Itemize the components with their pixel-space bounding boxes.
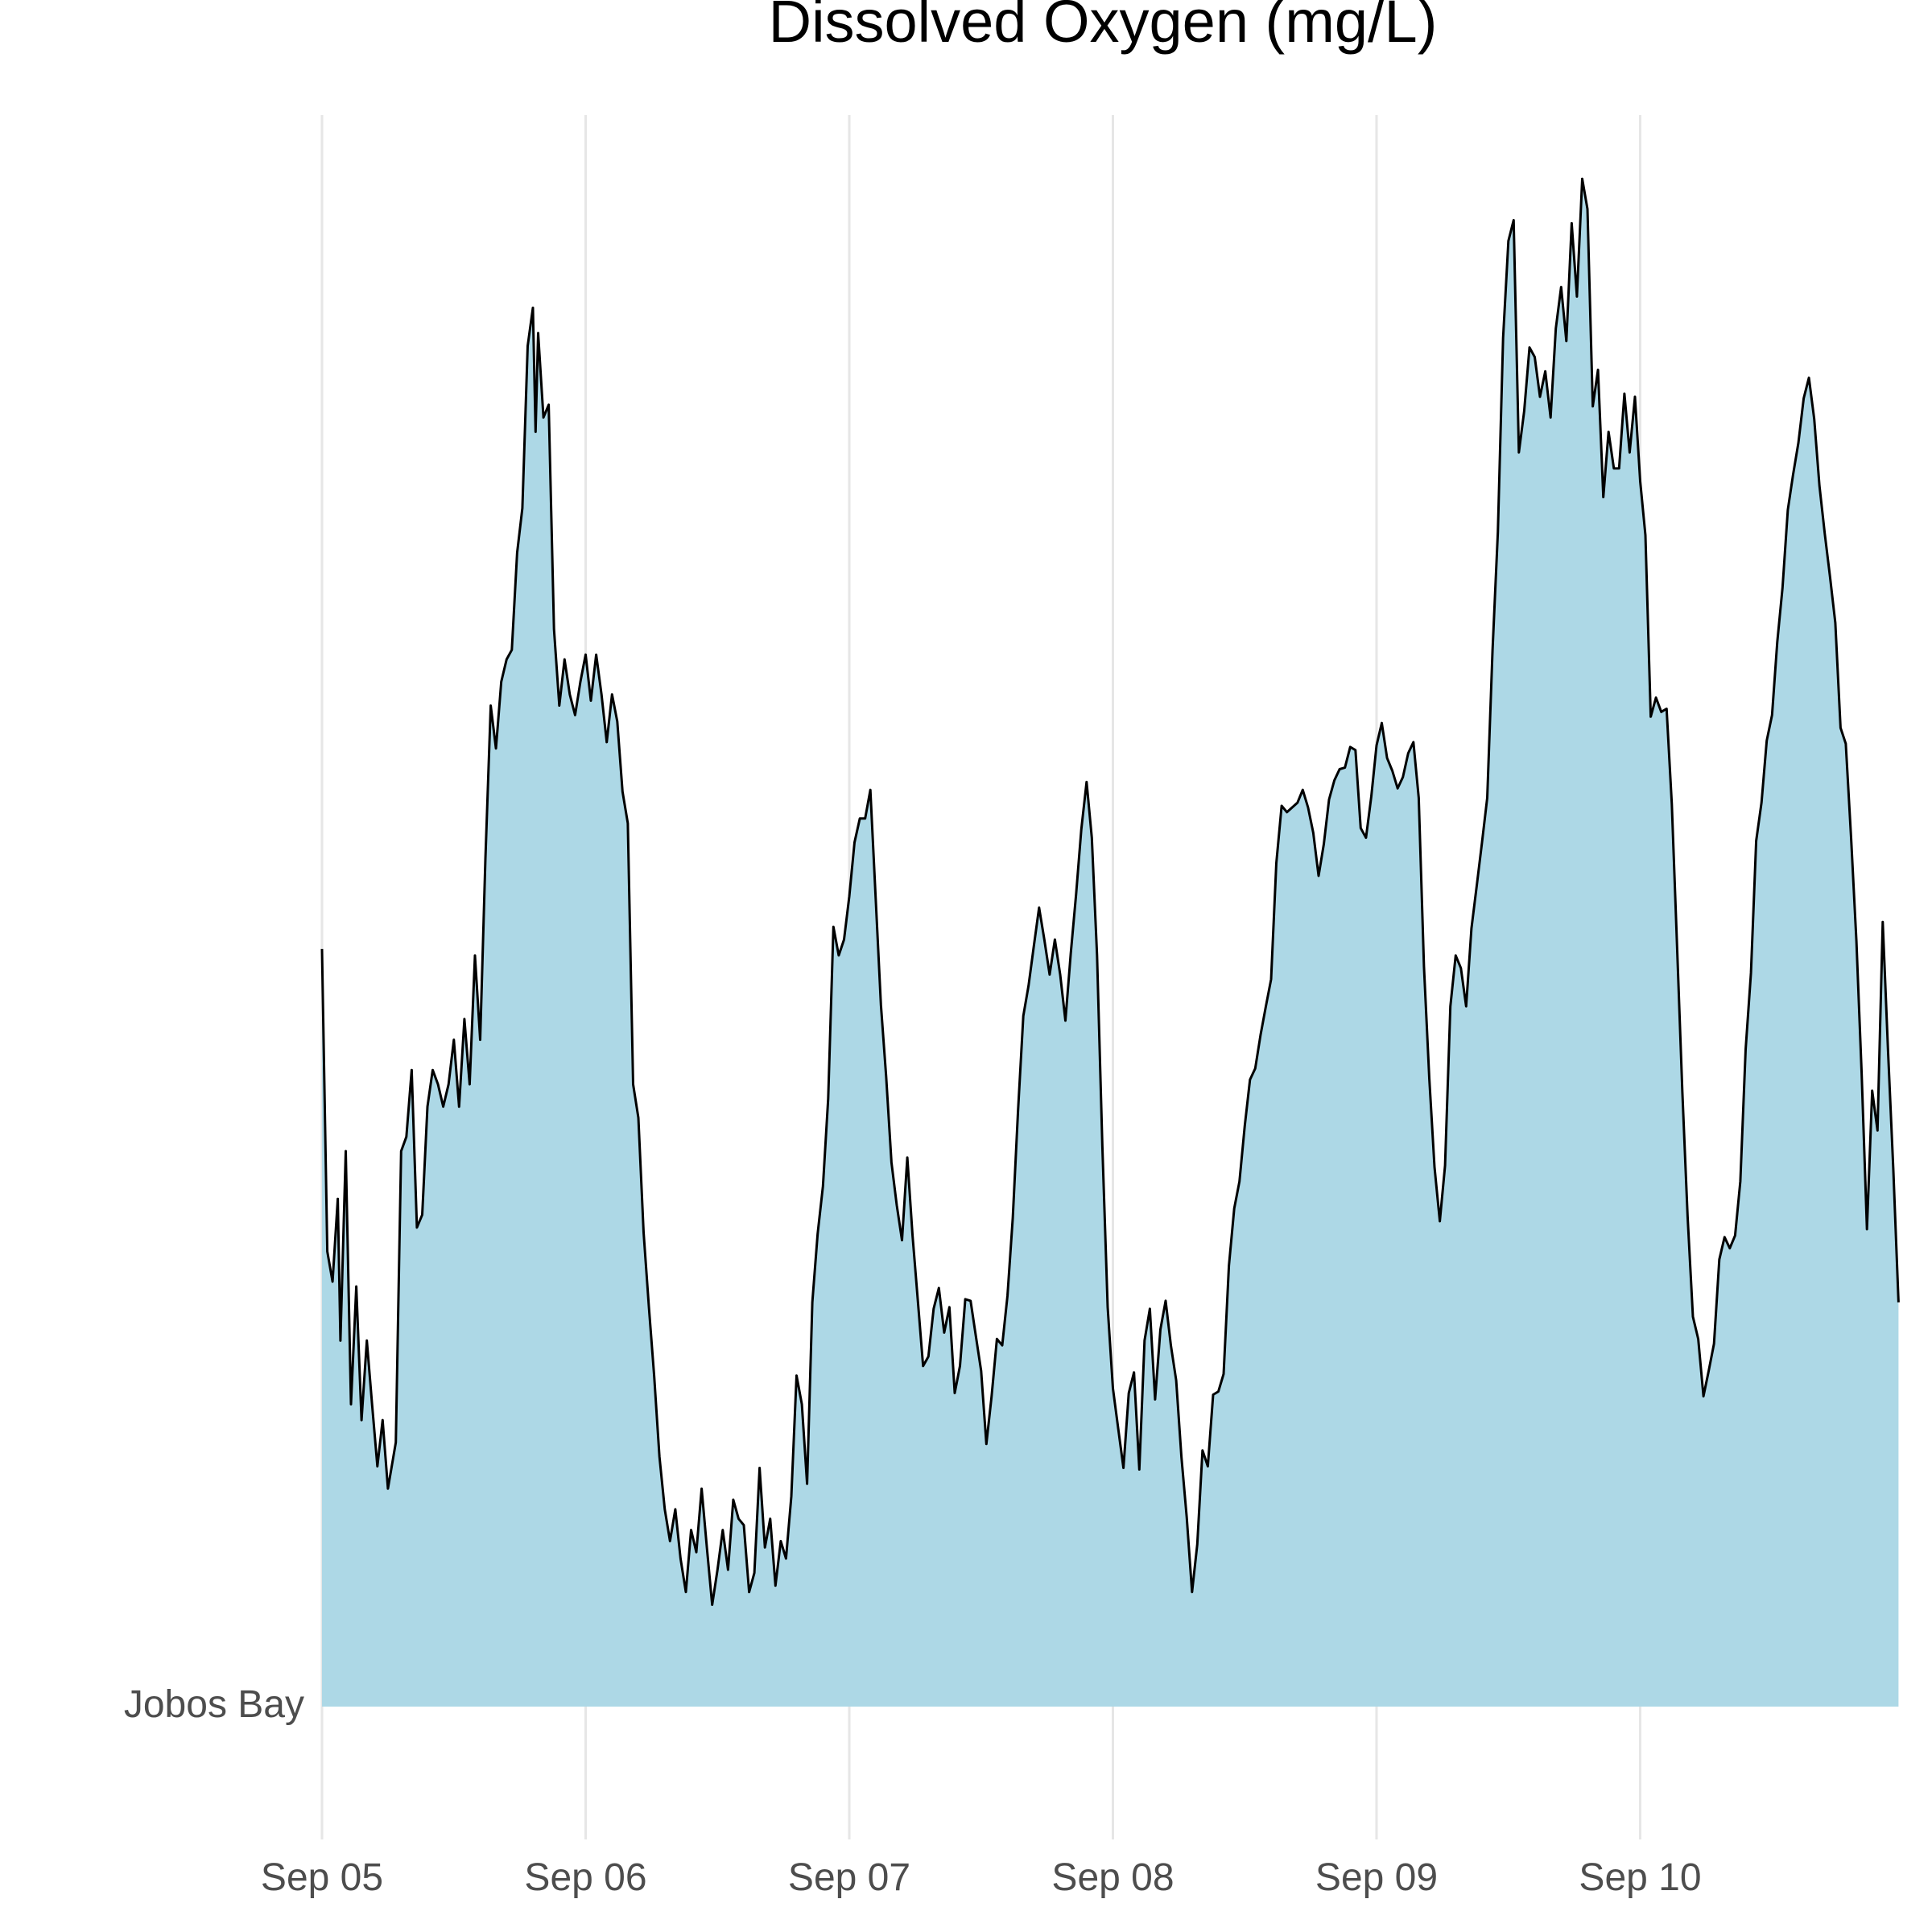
chart-title: Dissolved Oxygen (mg/L)	[769, 0, 1438, 55]
x-tick-label-0: Sep 05	[261, 1856, 383, 1899]
x-tick-label-4: Sep 09	[1315, 1856, 1438, 1899]
x-tick-label-1: Sep 06	[524, 1856, 646, 1899]
x-tick-label-2: Sep 07	[788, 1856, 910, 1899]
x-tick-label-5: Sep 10	[1579, 1856, 1701, 1899]
x-axis-tick-labels: Sep 05 Sep 06 Sep 07 Sep 08 Sep 09 Sep 10	[261, 1856, 1702, 1899]
dissolved-oxygen-line	[320, 177, 1900, 1606]
y-axis-category-label: Jobos Bay	[124, 1683, 304, 1726]
x-tick-label-3: Sep 08	[1051, 1856, 1174, 1899]
dissolved-oxygen-area	[322, 179, 1899, 1707]
